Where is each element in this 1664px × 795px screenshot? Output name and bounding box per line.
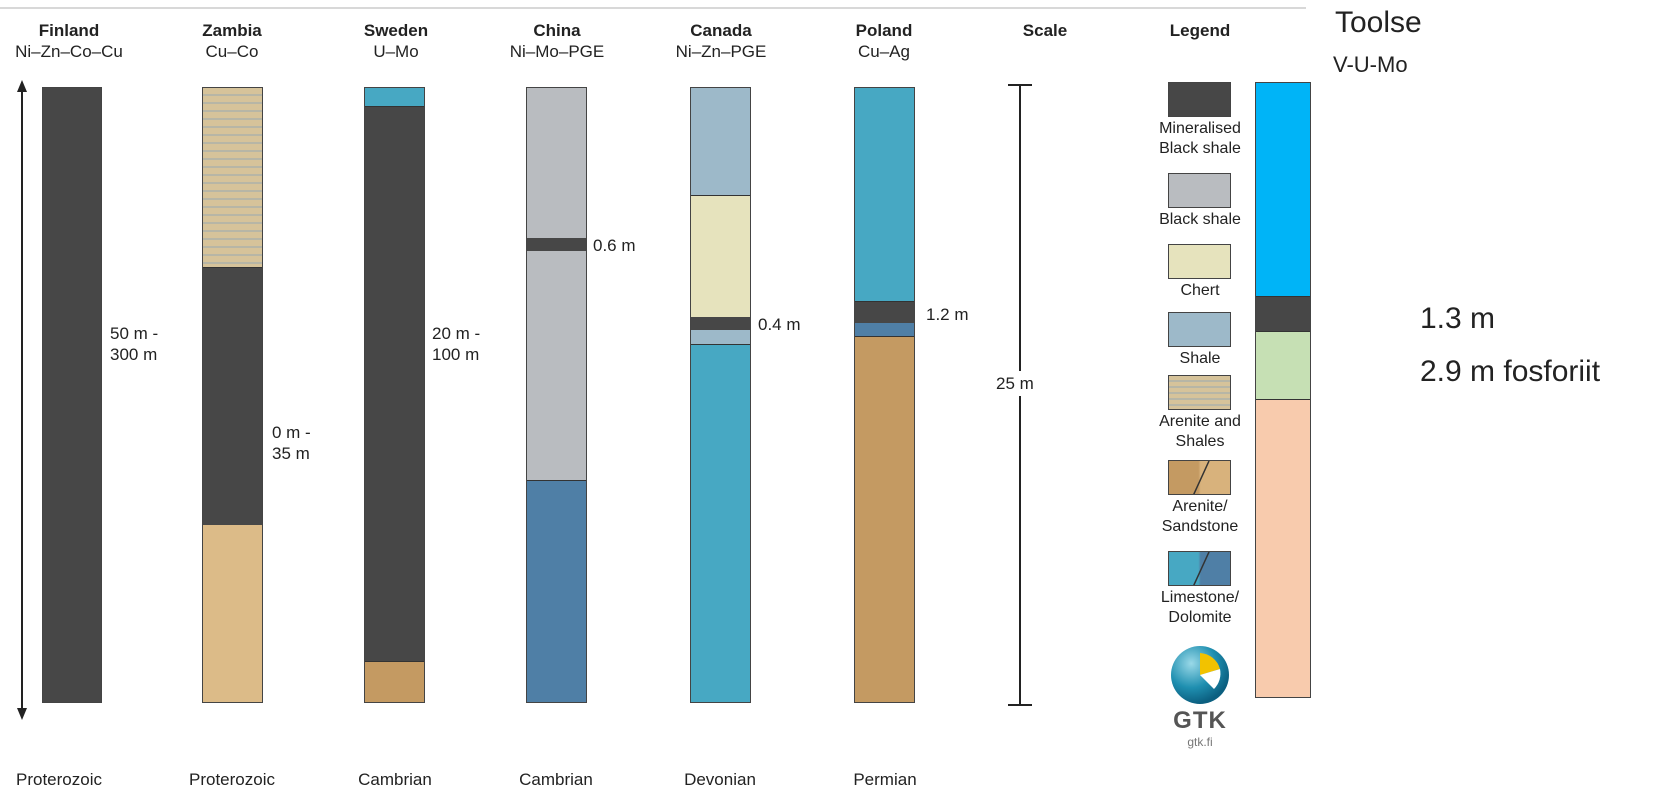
column-sweden <box>364 87 425 703</box>
metal-assemblage: Ni–Zn–Co–Cu <box>15 42 123 61</box>
layer-black-shale <box>527 88 586 238</box>
column-poland <box>854 87 915 703</box>
layer-mineralised-black-shale <box>43 88 101 702</box>
layer-dolomite <box>855 323 914 336</box>
layer-toolse-mineralised <box>1256 296 1310 332</box>
era-label: Cambrian <box>519 770 593 789</box>
metal-assemblage: Ni–Mo–PGE <box>509 42 605 61</box>
layer-mineralised-black-shale <box>365 106 424 662</box>
era-label: Proterozoic <box>16 770 102 789</box>
layer-chert <box>691 195 750 318</box>
thickness-label: 0 m - 35 m <box>272 423 311 463</box>
header-china: China Ni–Mo–PGE <box>482 20 632 62</box>
thickness-label: 1.2 m <box>926 305 969 324</box>
layer-shale <box>691 88 750 195</box>
country-name: Poland <box>855 21 913 40</box>
legend-label: Arenite and Shales <box>1159 413 1241 450</box>
layer-mineralised-black-shale <box>691 317 750 330</box>
legend-label: Chert <box>1180 282 1220 299</box>
layer-limestone <box>691 344 750 702</box>
layer-dolomite <box>527 480 586 702</box>
top-divider <box>0 7 1306 9</box>
column-toolse <box>1255 82 1311 698</box>
legend-label: Arenite/ Sandstone <box>1161 498 1239 535</box>
legend-swatch-black-shale <box>1168 173 1231 208</box>
header-legend: Legend <box>1125 20 1275 41</box>
header-finland: Finland Ni–Zn–Co–Cu <box>0 20 144 62</box>
layer-toolse-peach <box>1256 399 1310 697</box>
layer-black-shale <box>527 251 586 480</box>
legend-label: Black shale <box>1159 211 1241 228</box>
legend-swatch-arenite-and-shales <box>1168 375 1231 410</box>
layer-arenite-and-shales <box>203 88 262 267</box>
header-poland: Poland Cu–Ag <box>809 20 959 62</box>
thickness-label: 0.4 m <box>758 315 801 334</box>
country-name: Finland <box>38 21 100 40</box>
country-name: Sweden <box>363 21 429 40</box>
layer-mineralised-black-shale <box>855 301 914 324</box>
legend-swatch-mineralised-black-shale <box>1168 82 1231 117</box>
column-canada <box>690 87 751 703</box>
era-label: Proterozoic <box>189 770 275 789</box>
layer-limestone <box>365 88 424 106</box>
header-zambia: Zambia Cu–Co <box>157 20 307 62</box>
thickness-label: 50 m - 300 m <box>110 324 159 364</box>
scale-header: Scale <box>1022 21 1068 40</box>
country-name: Canada <box>690 21 752 40</box>
layer-shale <box>691 330 750 344</box>
column-zambia <box>202 87 263 703</box>
thickness-label: 0.6 m <box>593 236 636 255</box>
era-label: Devonian <box>684 770 756 789</box>
gtk-logo-text: GTK <box>1173 707 1227 734</box>
diagonal-divider <box>1193 461 1210 494</box>
legend-label: Limestone/ Dolomite <box>1160 589 1240 626</box>
layer-limestone <box>855 88 914 301</box>
legend-label: Shale <box>1179 350 1221 367</box>
country-name: China <box>533 21 581 40</box>
metal-assemblage: Ni–Zn–PGE <box>675 42 767 61</box>
diagonal-divider <box>1193 552 1210 585</box>
layer-sandstone <box>855 336 914 702</box>
gtk-logo-url: gtk.fi <box>1187 735 1213 749</box>
country-name: Zambia <box>202 21 262 40</box>
legend-swatch-arenite-sandstone <box>1168 460 1231 495</box>
toolse-metal-assemblage: V-U-Mo <box>1333 52 1408 77</box>
legend-label: Mineralised Black shale <box>1159 120 1241 157</box>
thickness-label: 20 m - 100 m <box>432 324 481 364</box>
metal-assemblage: Cu–Co <box>205 42 259 61</box>
legend-swatch-shale <box>1168 312 1231 347</box>
layer-mineralised-black-shale <box>527 238 586 251</box>
toolse-layer-label: 2.9 m fosforiit <box>1420 355 1601 388</box>
legend-swatch-limestone-dolomite <box>1168 551 1231 586</box>
legend-swatch-chert <box>1168 244 1231 279</box>
metal-assemblage: Cu–Ag <box>858 42 910 61</box>
header-canada: Canada Ni–Zn–PGE <box>646 20 796 62</box>
metal-assemblage: U–Mo <box>373 42 419 61</box>
layer-toolse-blue <box>1256 83 1310 296</box>
layer-toolse-phosphorite <box>1256 331 1310 400</box>
scale-value: 25 m <box>996 371 1034 396</box>
toolse-title: Toolse <box>1335 6 1422 39</box>
gtk-logo-icon <box>1171 646 1229 704</box>
era-label: Permian <box>853 770 917 789</box>
layer-arenite-sandstone <box>203 525 262 702</box>
layer-sandstone <box>365 661 424 702</box>
toolse-layer-label: 1.3 m <box>1420 302 1496 335</box>
header-sweden: Sweden U–Mo <box>321 20 471 62</box>
era-label: Cambrian <box>358 770 432 789</box>
thickness-range-arrow <box>17 80 27 720</box>
header-scale: Scale <box>970 20 1120 41</box>
layer-mineralised-black-shale <box>203 267 262 526</box>
legend-header: Legend <box>1169 21 1231 40</box>
column-finland <box>42 87 102 703</box>
column-china <box>526 87 587 703</box>
